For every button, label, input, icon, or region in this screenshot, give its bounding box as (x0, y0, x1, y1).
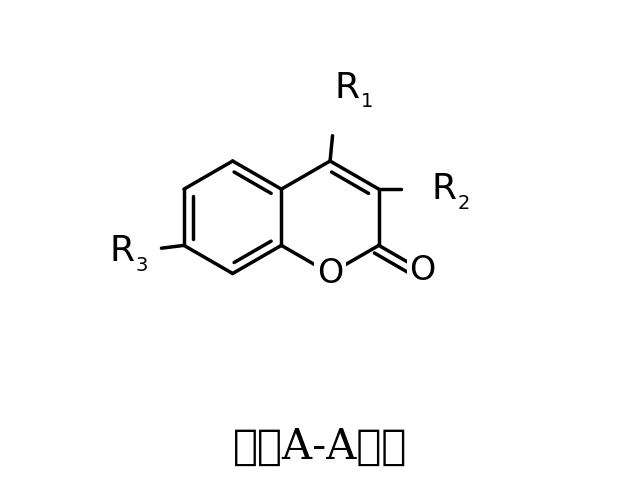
Text: $_3$: $_3$ (135, 246, 148, 274)
Circle shape (319, 263, 341, 284)
Text: O: O (317, 257, 343, 290)
Text: R: R (109, 234, 134, 268)
Text: R: R (431, 172, 456, 206)
Text: R: R (335, 71, 360, 105)
Text: $_2$: $_2$ (458, 184, 470, 212)
Text: $_1$: $_1$ (360, 82, 373, 110)
Text: 式（A-A）；: 式（A-A）； (233, 426, 408, 468)
Circle shape (412, 260, 433, 282)
Text: O: O (410, 254, 436, 287)
